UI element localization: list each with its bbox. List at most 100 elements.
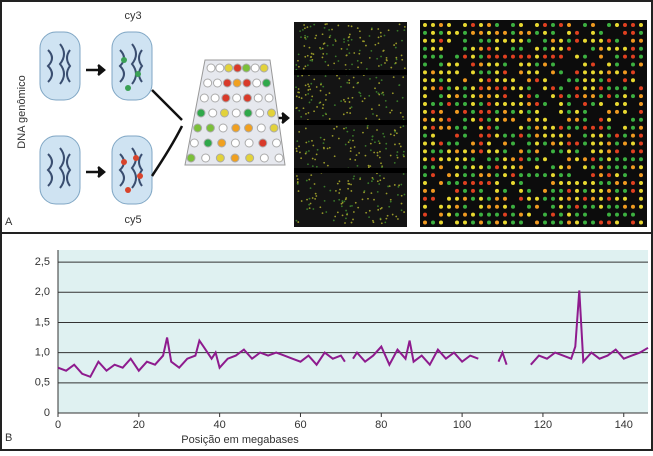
spot [358,49,361,52]
spot [615,149,619,154]
spot [341,201,344,204]
spot [423,78,427,83]
well [264,93,274,103]
spot [347,187,349,190]
spot [455,86,459,91]
spot [439,157,443,162]
spot [397,218,399,220]
spot [631,204,635,209]
spot [599,102,603,106]
spot [377,65,380,67]
spot [463,38,467,43]
well [241,63,251,73]
spot [326,23,328,25]
spot [337,137,340,140]
spot [314,158,317,161]
spot [400,183,403,186]
spot [543,46,547,51]
spot [495,46,499,51]
spot [503,133,507,138]
spot [639,220,643,225]
tube [39,135,81,205]
spot [631,141,635,146]
spot [535,23,539,27]
spot [337,24,340,27]
spot [479,54,483,59]
spot [378,183,381,185]
spot [615,38,619,43]
spot [447,94,451,99]
spot [306,26,309,29]
spot [631,125,635,130]
spot [535,102,539,106]
spot [583,141,587,146]
spot [383,135,386,138]
spot [389,111,392,114]
spot [551,165,555,170]
well [203,138,213,148]
spot [358,152,361,154]
spot [567,78,571,83]
spot [363,97,366,100]
spot [511,133,515,138]
spot [347,182,350,185]
spot [313,78,316,81]
spot [363,191,365,194]
spot [311,165,314,168]
spot [307,140,310,143]
spot [396,151,399,153]
spot [479,173,483,178]
well [269,123,279,133]
spot [342,113,345,116]
spot [343,41,345,43]
spot [543,38,547,43]
spot [599,86,603,91]
spot [567,165,571,170]
spot [365,68,368,70]
spot [463,94,467,99]
spot [511,117,515,122]
spot [308,85,310,88]
spot [623,102,627,106]
spot [375,114,378,117]
spot [535,54,539,59]
spot [551,133,555,138]
spot [309,25,312,28]
spot [364,154,367,157]
spot [340,100,343,102]
spot [639,23,643,27]
spot [324,75,327,77]
spot [615,109,619,114]
spot [471,173,475,178]
spot [439,38,443,43]
spot [377,42,380,45]
tube [111,135,153,205]
spot [439,149,443,154]
spot [479,133,483,138]
spot [463,196,467,201]
spot [309,88,312,91]
well [274,153,284,163]
spot [495,196,499,201]
spot [350,221,353,224]
spot [423,38,427,43]
spot [559,102,563,106]
spot [455,94,459,99]
spot [503,109,507,114]
spot [398,23,401,26]
spot [551,70,555,75]
spot [375,90,378,93]
spot [423,165,427,170]
spot [423,181,427,185]
spot [527,133,531,138]
spot [463,157,467,162]
spot [495,102,499,106]
spot [639,204,643,209]
spot [623,165,627,170]
spot [495,94,499,99]
spot [348,33,351,36]
array-image [420,20,647,227]
spot [607,125,611,130]
spot [296,178,299,181]
spot [366,127,369,129]
